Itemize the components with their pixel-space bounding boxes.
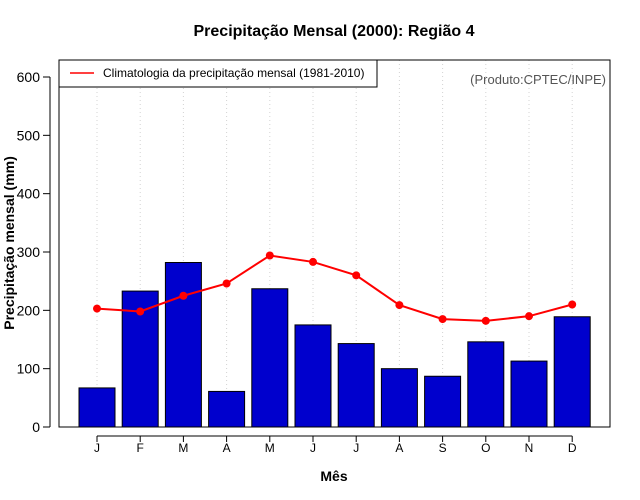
y-tick-label: 300 [17,244,41,260]
x-tick-label: J [353,441,359,455]
legend-label: Climatologia da precipitação mensal (198… [103,66,364,80]
y-tick-label: 600 [17,69,41,85]
x-tick-label: J [310,441,316,455]
bar-7 [337,343,375,428]
bar-5 [251,288,289,428]
climatology-point-12 [568,300,577,309]
bar-8 [380,368,418,428]
x-axis-title: Mês [320,468,347,484]
bar-1 [78,387,116,428]
bar-12 [553,316,591,428]
climatology-point-1 [93,304,101,313]
y-tick-label: 400 [17,186,41,202]
climatology-point-8 [395,301,404,310]
bar-3 [164,262,202,428]
bar-9 [424,375,462,428]
x-tick-label: D [568,441,577,455]
source-annotation: (Produto:CPTEC/INPE) [470,72,606,87]
bar-6 [294,324,332,428]
y-tick-label: 0 [32,419,40,435]
climatology-point-5 [265,251,274,260]
climatology-point-4 [222,279,231,288]
x-tick-label: A [395,441,403,455]
bars-group [78,262,591,428]
climatology-point-2 [136,307,145,316]
y-axis-title: Precipitação mensal (mm) [1,156,17,330]
x-tick-label: S [439,441,447,455]
y-axis: 0 100 200 300 400 500 600 [17,69,51,435]
chart-title: Precipitação Mensal (2000): Região 4 [194,23,475,40]
climatology-point-9 [438,315,447,324]
x-tick-label: J [94,441,100,455]
bar-10 [467,341,505,428]
climatology-point-10 [481,316,490,325]
climatology-point-11 [525,312,533,321]
climatology-line-group [93,251,577,325]
x-tick-label: A [223,441,231,455]
legend: Climatologia da precipitação mensal (198… [58,59,378,88]
bar-4 [208,390,246,428]
climatology-point-3 [179,291,188,300]
y-tick-label: 100 [17,361,41,377]
x-tick-label: F [137,441,144,455]
x-tick-label: M [178,441,188,455]
climatology-point-6 [309,257,317,266]
x-tick-label: M [265,441,275,455]
climatology-point-7 [352,271,361,280]
climatology-line [96,254,573,322]
x-tick-label: N [525,441,534,455]
legend-box [58,59,378,88]
y-tick-label: 500 [17,127,41,143]
bar-11 [510,360,548,428]
x-tick-label: O [481,441,490,455]
y-tick-label: 200 [17,302,41,318]
